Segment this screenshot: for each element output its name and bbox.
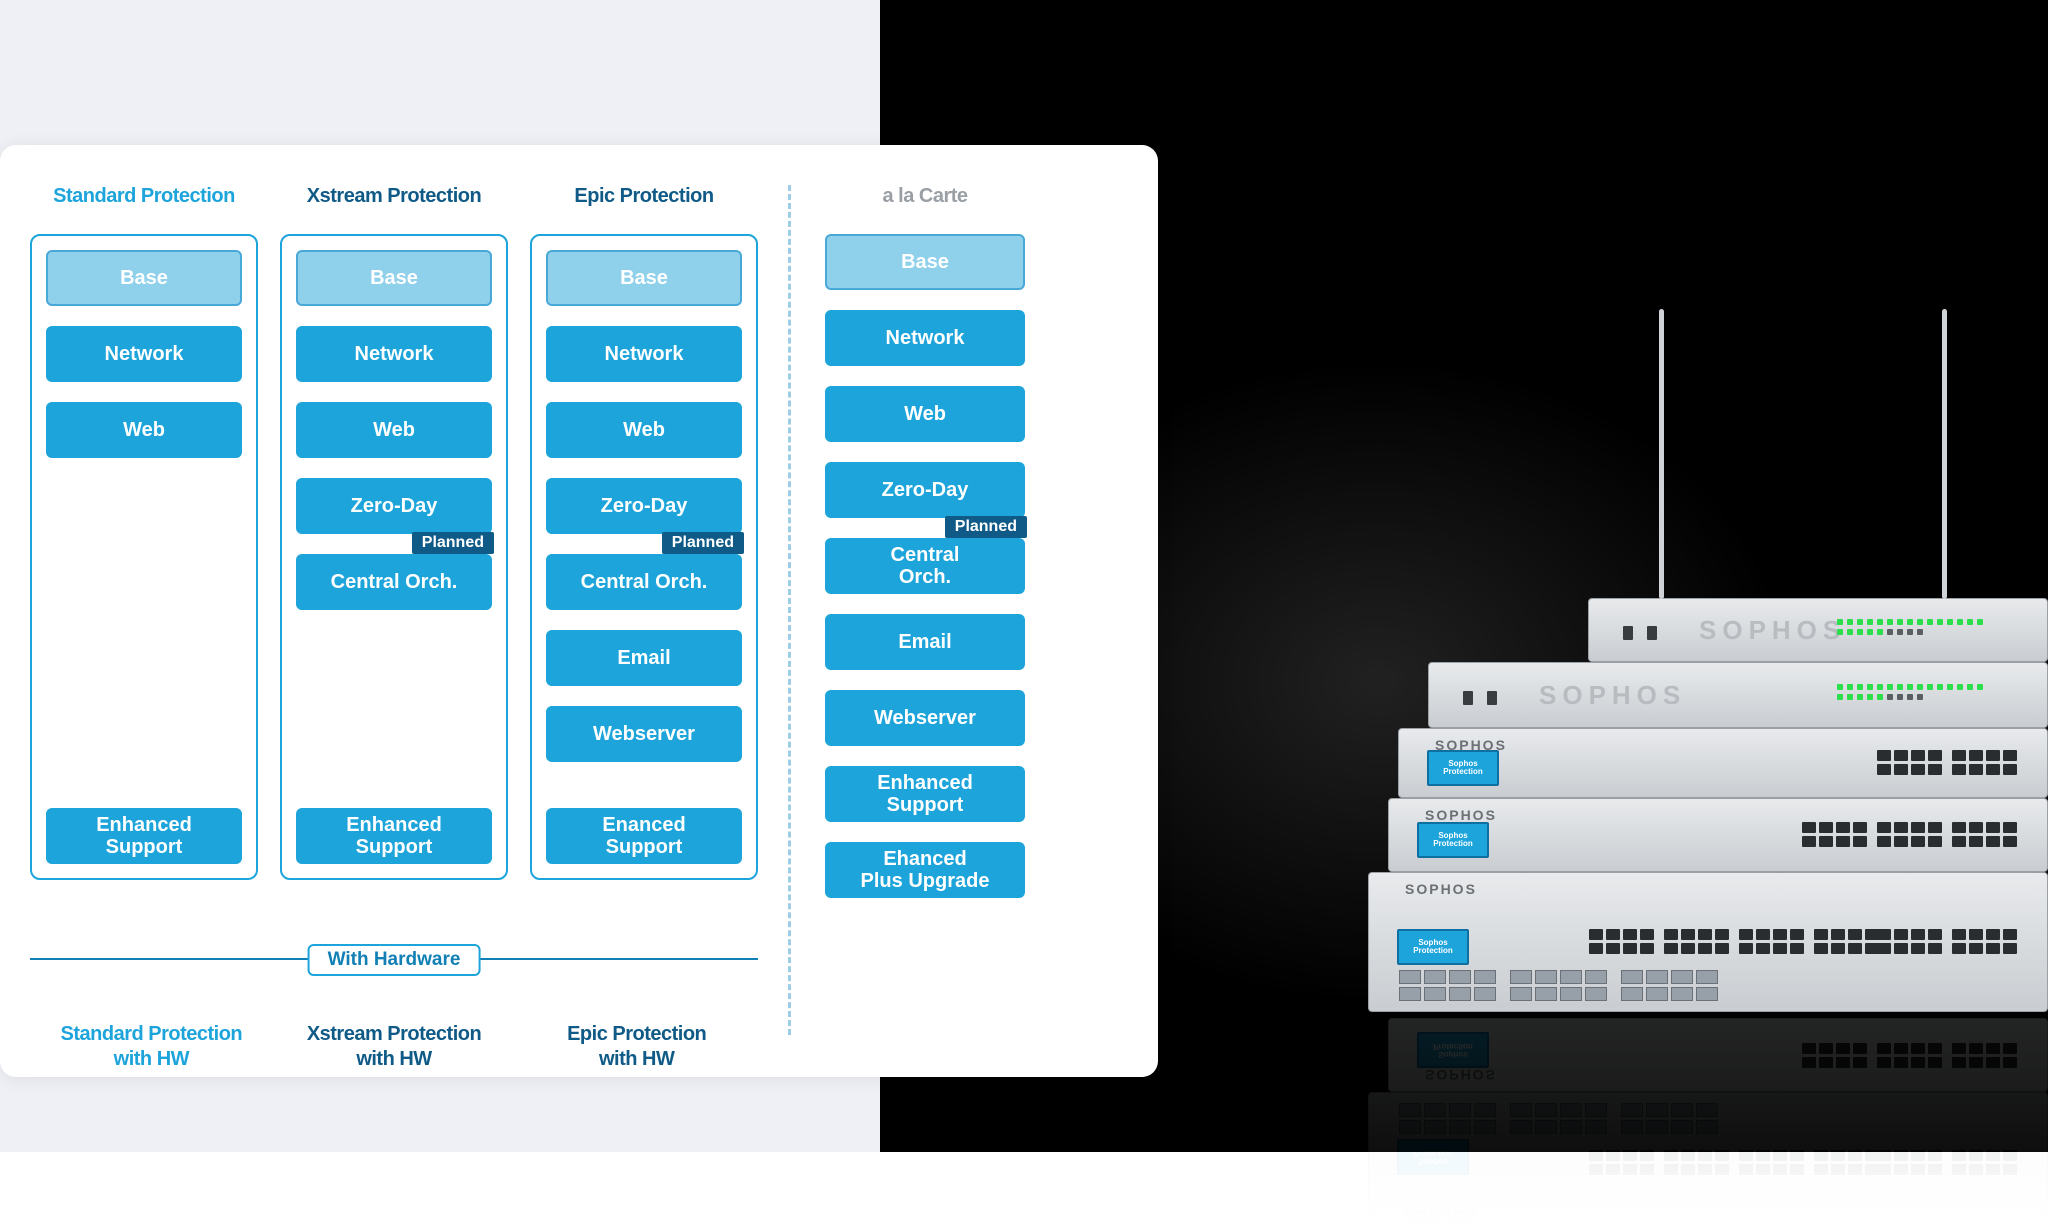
- hw-titles-row: Standard Protectionwith HWXstream Protec…: [30, 1022, 758, 1072]
- bundle-column-standard: Standard Protection Base Network Web Enhance…: [30, 185, 258, 880]
- feature-item: Network: [546, 326, 742, 382]
- feature-item: Central Orch.Planned: [296, 554, 492, 610]
- appliance-screen: SophosProtection: [1397, 929, 1469, 965]
- hw-title: Xstream Protectionwith HW: [273, 1022, 516, 1072]
- feature-item: Network: [296, 326, 492, 382]
- appliance-screen: SophosProtection: [1397, 1139, 1469, 1175]
- bundle-title: Epic Protection: [574, 185, 713, 208]
- with-hardware-row: With Hardware: [30, 944, 758, 972]
- hardware-reflection: SOPHOSSophosProtectionSOPHOSSophosProtec…: [1368, 1012, 2048, 1232]
- bundle-alacarte-divider: [788, 185, 791, 1035]
- brand-label: SOPHOS: [1539, 680, 1686, 711]
- bundle-box: Base Network Web Zero-Day Central Orch.Plann…: [280, 234, 508, 880]
- feature-item: Webserver: [825, 690, 1025, 746]
- appliance-screen: SophosProtection: [1417, 1032, 1489, 1068]
- bundle-box: Base Network Web Zero-Day Central Orch.Plann…: [530, 234, 758, 880]
- appliance: SOPHOSSophosProtection: [1388, 1018, 2048, 1092]
- feature-item: Base: [825, 234, 1025, 290]
- with-hardware-badge: With Hardware: [308, 944, 481, 976]
- feature-item: EnhancedSupport: [46, 808, 242, 864]
- planned-badge: Planned: [662, 532, 744, 554]
- feature-item: EhancedPlus Upgrade: [825, 842, 1025, 898]
- planned-badge: Planned: [945, 516, 1027, 538]
- brand-label: SOPHOS: [1699, 615, 1846, 646]
- brand-label: SOPHOS: [1425, 807, 1497, 823]
- feature-item: Zero-Day: [296, 478, 492, 534]
- appliance: SOPHOSSophosProtection: [1388, 798, 2048, 872]
- feature-item: Webserver: [546, 706, 742, 762]
- feature-item: CentralOrch.Planned: [825, 538, 1025, 594]
- feature-item: Web: [296, 402, 492, 458]
- alacarte-items: Base Network Web Zero-Day CentralOrch.Planne…: [825, 234, 1025, 898]
- bundle-column-epic: Epic Protection Base Network Web Zero-Day Cen…: [530, 185, 758, 880]
- feature-item: Network: [46, 326, 242, 382]
- bundle-title: Standard Protection: [53, 185, 235, 208]
- protection-diagram: Standard Protection Base Network Web Enhance…: [30, 185, 1140, 1072]
- feature-item: Zero-Day: [825, 462, 1025, 518]
- appliance-screen: SophosProtection: [1427, 750, 1499, 786]
- hardware-stack: SOPHOSSOPHOSSOPHOSSophosProtectionSOPHOS…: [1368, 598, 2048, 1012]
- feature-item: Web: [546, 402, 742, 458]
- feature-item: Central Orch.Planned: [546, 554, 742, 610]
- brand-label: SOPHOS: [1425, 1067, 1497, 1083]
- feature-item: Web: [825, 386, 1025, 442]
- feature-item: Base: [46, 250, 242, 306]
- hw-title: Standard Protectionwith HW: [30, 1022, 273, 1072]
- feature-item: EnhancedSupport: [825, 766, 1025, 822]
- feature-item: Email: [546, 630, 742, 686]
- feature-item: Base: [296, 250, 492, 306]
- appliance: SOPHOS: [1588, 598, 2048, 662]
- feature-item: Zero-Day: [546, 478, 742, 534]
- appliance: SOPHOS SophosProtection: [1368, 872, 2048, 1012]
- appliance: SOPHOS: [1428, 662, 2048, 728]
- bundle-title: Xstream Protection: [307, 185, 481, 208]
- feature-item: EnancedSupport: [546, 808, 742, 864]
- appliance: SOPHOSSophosProtection: [1398, 728, 2048, 798]
- alacarte-title: a la Carte: [882, 185, 967, 208]
- brand-label: SOPHOS: [1405, 1207, 1477, 1223]
- bundle-column-xstream: Xstream Protection Base Network Web Zero-Day…: [280, 185, 508, 880]
- appliance-screen: SophosProtection: [1417, 822, 1489, 858]
- hw-title: Epic Protectionwith HW: [515, 1022, 758, 1072]
- feature-item: Web: [46, 402, 242, 458]
- appliance: SOPHOS SophosProtection: [1368, 1092, 2048, 1232]
- planned-badge: Planned: [412, 532, 494, 554]
- bundle-box: Base Network Web EnhancedSupport: [30, 234, 258, 880]
- feature-item: EnhancedSupport: [296, 808, 492, 864]
- feature-item: Base: [546, 250, 742, 306]
- brand-label: SOPHOS: [1405, 881, 1477, 897]
- feature-item: Network: [825, 310, 1025, 366]
- alacarte-column: a la Carte Base Network Web Zero-Day CentralO…: [825, 185, 1025, 898]
- feature-item: Email: [825, 614, 1025, 670]
